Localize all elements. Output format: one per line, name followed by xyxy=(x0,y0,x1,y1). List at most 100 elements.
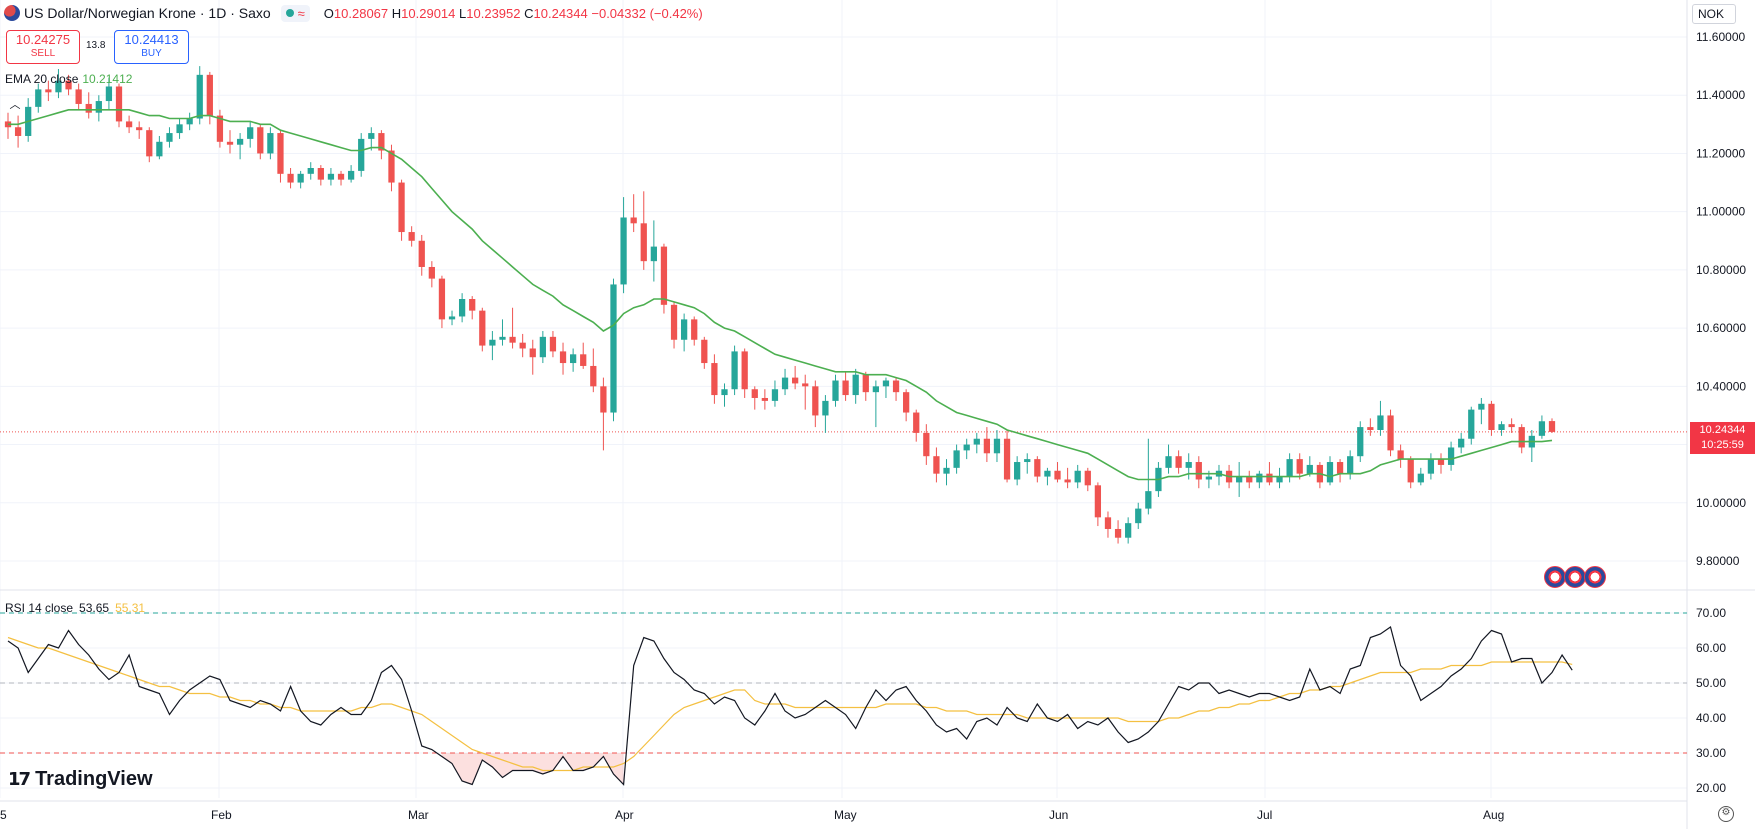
candle-down xyxy=(903,392,910,413)
candle-down xyxy=(1054,470,1061,480)
rsi-tick-label: 60.00 xyxy=(1696,641,1726,655)
economic-events[interactable] xyxy=(1544,566,1606,588)
candle-up xyxy=(499,336,506,340)
candle-up xyxy=(620,217,627,285)
last-price-value: 10.24344 xyxy=(1699,424,1746,436)
candle-down xyxy=(1518,427,1525,448)
candle-up xyxy=(105,86,113,102)
candle-down xyxy=(1266,473,1273,483)
candle-up xyxy=(1135,508,1142,524)
candle-up xyxy=(973,438,980,445)
candle-down xyxy=(1407,459,1414,483)
candle-up xyxy=(347,170,355,180)
rsi-ma-line xyxy=(7,636,1573,772)
candle-up xyxy=(1074,470,1081,483)
candle-up xyxy=(1347,456,1354,474)
candle-up xyxy=(247,127,254,139)
us-event-flag-icon[interactable] xyxy=(1564,566,1586,588)
candle-up xyxy=(1447,447,1455,465)
candle-up xyxy=(297,173,304,183)
candle-down xyxy=(892,380,900,393)
candle-down xyxy=(923,432,930,457)
price-tick-label: 11.00000 xyxy=(1696,205,1745,219)
chart-header: US Dollar/Norwegian Krone · 1D · Saxo ≈ … xyxy=(0,0,703,26)
tradingview-logo[interactable]: 𝟭𝟳 TradingView xyxy=(8,768,153,791)
candle-up xyxy=(1498,424,1505,430)
candle-up xyxy=(95,101,102,113)
candle-down xyxy=(1034,459,1041,477)
rsi-ma-value: 55.31 xyxy=(115,601,146,615)
candle-down xyxy=(206,74,213,116)
candle-down xyxy=(428,266,435,279)
candle-up xyxy=(327,173,335,180)
candle-up xyxy=(1286,459,1293,477)
candle-up xyxy=(610,284,617,413)
market-status-pill[interactable]: ≈ xyxy=(280,4,310,22)
buy-price: 10.24413 xyxy=(124,32,179,47)
us-event-flag-icon[interactable] xyxy=(1584,566,1606,588)
candle-up xyxy=(1165,456,1172,468)
rsi-tick-label: 40.00 xyxy=(1696,711,1726,725)
tradingview-logo-icon: 𝟭𝟳 xyxy=(8,769,31,789)
candle-up xyxy=(1468,409,1475,439)
candle-down xyxy=(802,383,809,387)
gear-icon[interactable]: ⚙ xyxy=(1718,806,1734,822)
candle-up xyxy=(731,351,738,390)
logo-text: TradingView xyxy=(35,768,153,790)
collapse-legend-chevron-up-icon[interactable]: ︿ xyxy=(9,99,21,111)
ema-legend[interactable]: EMA 20 close 10.21412 xyxy=(5,72,132,86)
candle-down xyxy=(85,103,92,113)
candle-up xyxy=(307,168,314,174)
candle-up xyxy=(1205,476,1213,480)
candle-up xyxy=(1236,476,1243,483)
candle-down xyxy=(509,336,516,343)
candle-down xyxy=(549,336,557,352)
candle-down xyxy=(479,310,486,346)
candle-down xyxy=(983,438,991,454)
bar-countdown: 10:25:59 xyxy=(1701,439,1744,451)
candle-down xyxy=(751,389,758,398)
high-value: 10.29014 xyxy=(401,5,456,21)
candle-down xyxy=(287,173,294,183)
candle-down xyxy=(1114,528,1122,538)
candle-up xyxy=(35,89,42,107)
candle-down xyxy=(792,377,799,384)
time-tick-label: Feb xyxy=(211,808,232,822)
us-event-flag-icon[interactable] xyxy=(1544,566,1566,588)
price-tick-label: 10.00000 xyxy=(1696,496,1746,510)
ohlc-readout: O10.28067 H10.29014 L10.23952 C10.24344 … xyxy=(323,5,703,21)
candle-down xyxy=(1175,456,1182,468)
usd-nok-flag-icon xyxy=(4,5,20,21)
time-tick-label: Jul xyxy=(1257,808,1272,822)
candle-down xyxy=(257,127,264,154)
candle-up xyxy=(267,133,274,154)
candle-up xyxy=(1478,403,1485,410)
candle-up xyxy=(55,80,62,93)
candle-up xyxy=(771,389,779,401)
candle-up xyxy=(1326,462,1334,483)
candle-down xyxy=(630,217,637,224)
candle-down xyxy=(1084,470,1091,486)
low-value: 10.23952 xyxy=(466,5,521,21)
candle-down xyxy=(75,89,82,104)
buy-button[interactable]: 10.24413 BUY xyxy=(114,30,189,64)
ema-label: EMA 20 close xyxy=(5,72,79,86)
rsi-legend[interactable]: RSI 14 close 53.65 55.31 xyxy=(5,601,145,615)
candle-down xyxy=(741,351,748,390)
candle-down xyxy=(398,182,405,233)
price-tick-label: 11.40000 xyxy=(1696,88,1745,102)
candle-down xyxy=(45,89,52,93)
candle-up xyxy=(569,354,577,364)
spread-value: 13.8 xyxy=(86,40,106,51)
change-value: −0.04332 (−0.42%) xyxy=(591,5,703,21)
candle-up xyxy=(943,467,950,474)
candle-up xyxy=(721,389,728,396)
candle-down xyxy=(65,80,72,90)
symbol-title[interactable]: US Dollar/Norwegian Krone · 1D · Saxo xyxy=(24,5,271,21)
candle-down xyxy=(1195,462,1202,480)
currency-selector[interactable]: NOK xyxy=(1692,4,1736,24)
sell-button[interactable]: 10.24275 SELL xyxy=(6,30,80,64)
candle-down xyxy=(1488,403,1495,430)
candle-up xyxy=(539,336,546,358)
